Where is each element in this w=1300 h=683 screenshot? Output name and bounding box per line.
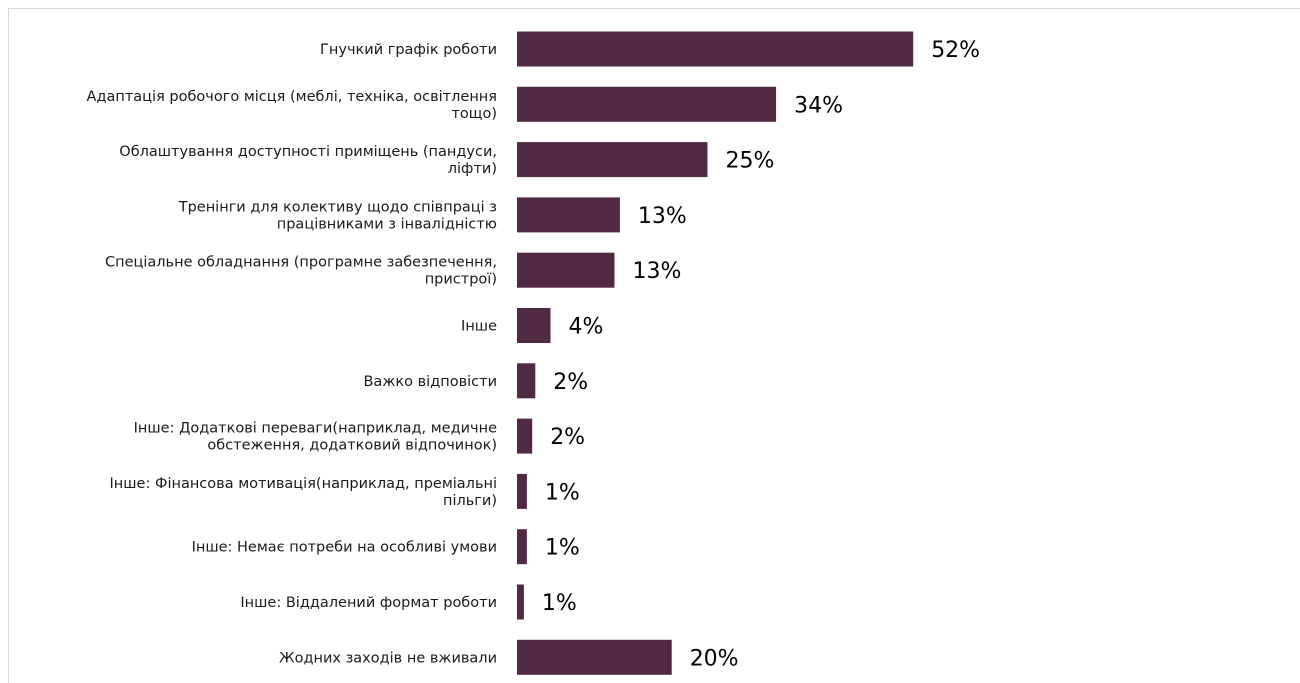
category-label-5: Інше bbox=[461, 319, 497, 335]
bar-10 bbox=[517, 584, 524, 620]
value-label-7: 2% bbox=[550, 425, 585, 450]
value-label-8: 1% bbox=[545, 480, 580, 505]
category-label-2-line-1: ліфти) bbox=[448, 161, 497, 177]
value-label-4: 13% bbox=[633, 259, 682, 284]
category-label-1-line-0: Адаптація робочого місця (меблі, техніка… bbox=[87, 89, 497, 105]
bar-3 bbox=[517, 197, 620, 233]
category-label-8-line-1: пільги) bbox=[443, 493, 497, 509]
value-label-0: 52% bbox=[931, 38, 980, 63]
value-label-9: 1% bbox=[545, 536, 580, 561]
bar-5 bbox=[517, 308, 551, 343]
value-label-3: 13% bbox=[638, 204, 687, 229]
bar-0 bbox=[517, 31, 914, 67]
category-label-8-line-0: Інше: Фінансова мотивація(наприклад, пре… bbox=[110, 476, 497, 492]
bar-7 bbox=[517, 418, 533, 454]
bar-8 bbox=[517, 473, 527, 509]
bar-2 bbox=[517, 142, 708, 178]
category-label-10: Інше: Віддалений формат роботи bbox=[240, 595, 497, 611]
category-label-1-line-1: тощо) bbox=[451, 106, 497, 122]
category-label-7-line-1: обстеження, додатковий відпочинок) bbox=[207, 438, 497, 454]
category-label-3-line-1: працівниками з інвалідністю bbox=[277, 216, 497, 232]
category-label-2-line-0: Облаштування доступності приміщень (панд… bbox=[119, 144, 497, 160]
bar-4 bbox=[517, 252, 615, 288]
value-label-1: 34% bbox=[794, 93, 843, 118]
value-label-2: 25% bbox=[726, 149, 775, 174]
value-label-11: 20% bbox=[690, 646, 739, 671]
category-label-7-line-0: Інше: Додаткові переваги(наприклад, меди… bbox=[134, 421, 497, 437]
bar-1 bbox=[517, 86, 777, 122]
category-label-9: Інше: Немає потреби на особливі умови bbox=[192, 540, 497, 556]
category-label-0: Гнучкий графік роботи bbox=[320, 42, 497, 58]
category-label-3-line-0: Тренінги для колективу щодо співпраці з bbox=[178, 199, 497, 215]
bar-11 bbox=[517, 639, 672, 675]
value-label-10: 1% bbox=[542, 591, 577, 616]
chart-frame bbox=[8, 8, 1300, 683]
value-label-6: 2% bbox=[553, 370, 588, 395]
value-label-5: 4% bbox=[569, 315, 604, 340]
category-label-4-line-1: пристрої) bbox=[425, 272, 497, 288]
category-label-11: Жодних заходів не вживали bbox=[279, 650, 497, 666]
category-label-4-line-0: Спеціальне обладнання (програмне забезпе… bbox=[105, 255, 497, 271]
bar-6 bbox=[517, 363, 536, 399]
category-label-6: Важко відповісти bbox=[363, 374, 497, 390]
bar-9 bbox=[517, 529, 527, 565]
